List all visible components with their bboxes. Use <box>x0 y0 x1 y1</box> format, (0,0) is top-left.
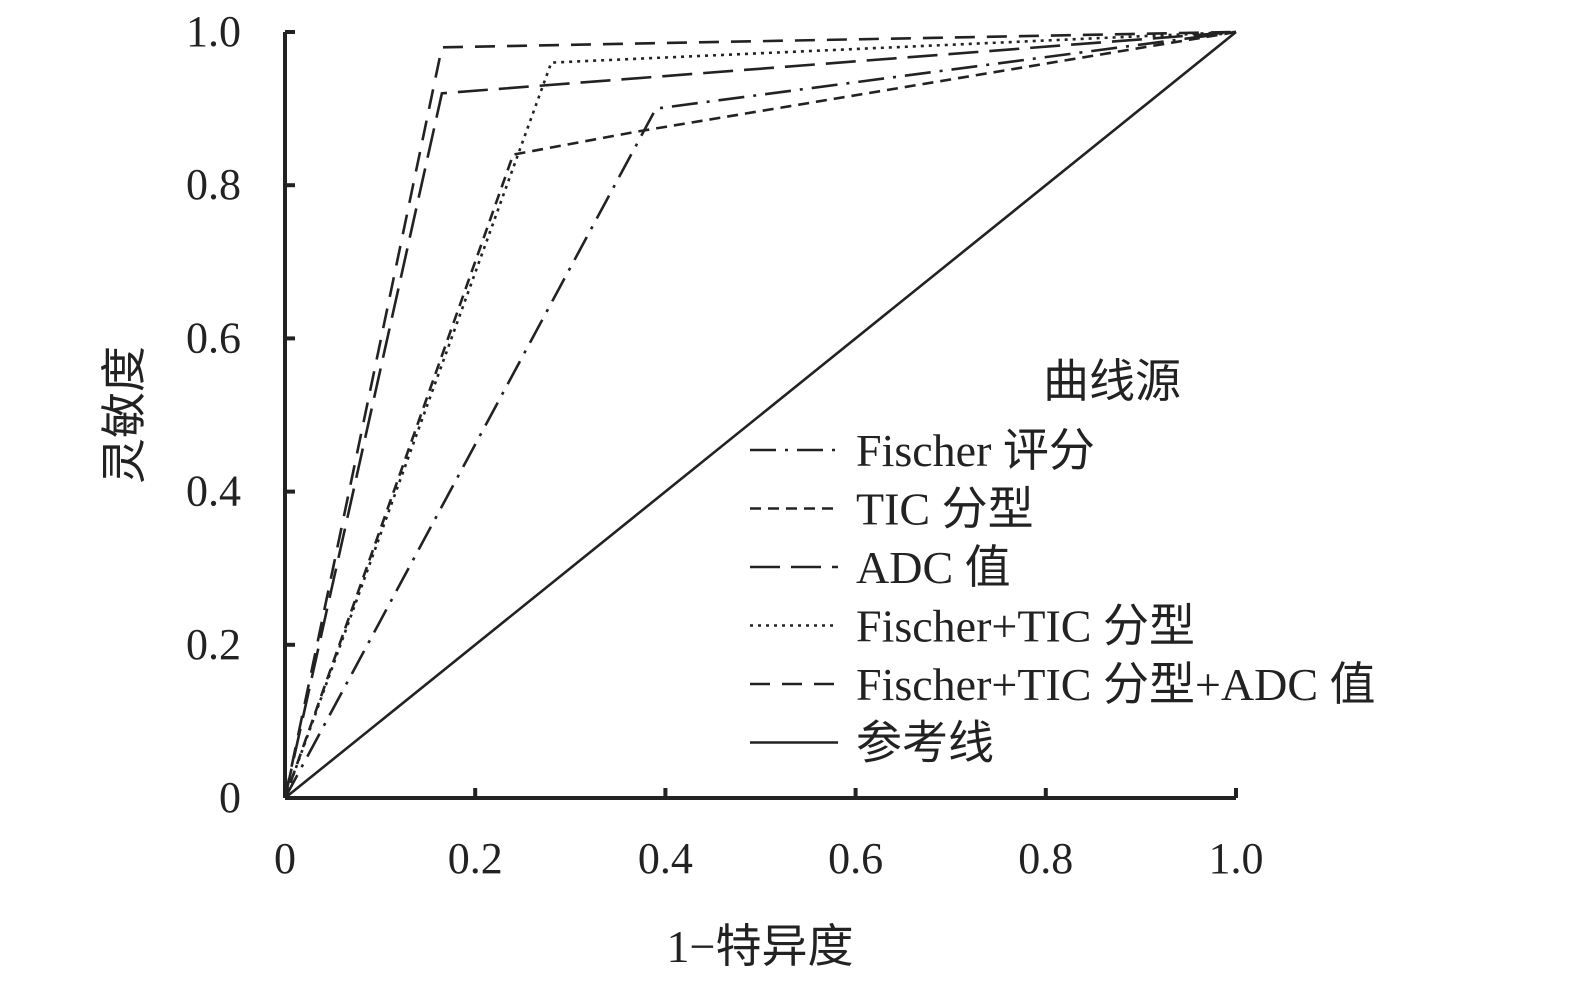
legend-title: 曲线源 <box>1043 356 1181 407</box>
y-tick-label: 0 <box>219 773 241 822</box>
y-axis-title: 灵敏度 <box>99 346 150 484</box>
series-line <box>283 30 1237 799</box>
y-tick-label: 0.8 <box>186 160 241 209</box>
legend-label: 参考线 <box>856 718 994 769</box>
legend-label: Fischer 评分 <box>856 425 1095 476</box>
x-tick-label: 0.6 <box>828 834 883 883</box>
x-tick-label: 0.4 <box>638 834 693 883</box>
x-tick-label: 0.2 <box>448 834 503 883</box>
x-tick-label: 1.0 <box>1209 834 1264 883</box>
y-tick-label: 0.2 <box>186 620 241 669</box>
series-line <box>283 30 1237 799</box>
legend-label: TIC 分型 <box>856 484 1034 535</box>
y-tick-label: 0.4 <box>186 467 241 516</box>
ticks: 00 0.2 0.2 0.4 0.4 0.6 0.6 0.8 0.8 1.0 1.0 <box>186 7 1264 883</box>
legend-label: Fischer+TIC 分型+ADC 值 <box>856 659 1376 710</box>
axes <box>283 32 1236 800</box>
x-axis-title: 1−特异度 <box>667 921 854 972</box>
series-line <box>284 30 1237 800</box>
series-line <box>283 30 1237 799</box>
legend: 曲线源 Fischer 评分 TIC 分型 ADC 值 Fischer+TIC 分型 F… <box>750 356 1376 769</box>
y-tick-label: 1.0 <box>186 7 241 56</box>
x-tick-label: 0.8 <box>1018 834 1073 883</box>
x-tick-label: 0 <box>274 834 296 883</box>
y-tick-label: 0.6 <box>186 313 241 362</box>
legend-label: Fischer+TIC 分型 <box>856 601 1195 652</box>
legend-label: ADC 值 <box>856 542 1011 593</box>
series-line <box>283 30 1237 799</box>
series-lines <box>283 30 1237 800</box>
